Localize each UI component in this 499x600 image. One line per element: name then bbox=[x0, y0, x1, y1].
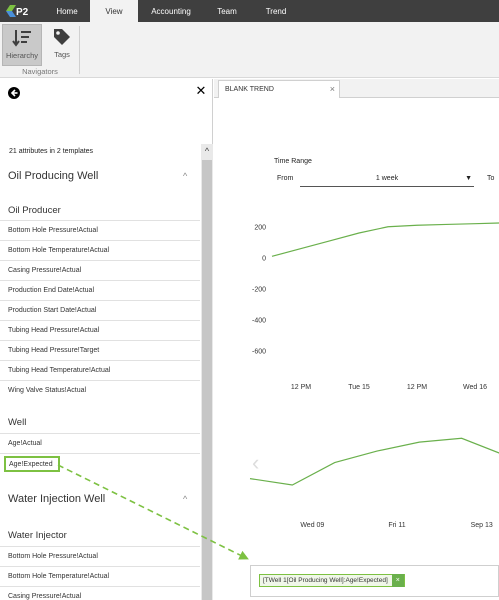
trend-pens-dropzone[interactable]: [TWell 1[Oil Producing Well]:Age!Expecte… bbox=[250, 565, 499, 597]
navigators-group-label: Navigators bbox=[22, 67, 58, 76]
top-menu-bar: P2 Home View Accounting Team Trend bbox=[0, 0, 499, 22]
menu-tab-accounting[interactable]: Accounting bbox=[151, 7, 191, 16]
list-item[interactable]: Tubing Head Pressure!Actual bbox=[0, 320, 200, 340]
tab-blank-trend[interactable]: BLANK TREND × bbox=[218, 80, 340, 98]
list-item[interactable]: Bottom Hole Temperature!Actual bbox=[0, 240, 200, 260]
series-line bbox=[249, 437, 499, 486]
tags-label: Tags bbox=[54, 50, 70, 59]
section-oil-producing-well[interactable]: Oil Producing Well bbox=[8, 170, 99, 182]
x-tick-label: 12 PM bbox=[407, 384, 427, 391]
list-item[interactable]: Production Start Date!Actual bbox=[0, 300, 200, 320]
subgroup-water-injector: Water Injector bbox=[8, 530, 67, 541]
to-label: To bbox=[487, 175, 495, 182]
from-label: From bbox=[277, 175, 294, 182]
time-range-label: Time Range bbox=[274, 158, 312, 165]
ribbon: Hierarchy Tags Navigators bbox=[0, 22, 499, 78]
back-arrow-icon[interactable] bbox=[8, 87, 20, 99]
dragged-list-item[interactable]: Age!Expected bbox=[4, 456, 60, 472]
time-range-dropdown[interactable]: 1 week ▼ bbox=[300, 172, 474, 187]
list-item[interactable]: Tubing Head Temperature!Actual bbox=[0, 360, 200, 380]
tags-button[interactable]: Tags bbox=[42, 24, 82, 66]
list-item[interactable]: Bottom Hole Temperature!Actual bbox=[0, 566, 200, 586]
tab-label: BLANK TREND bbox=[225, 86, 274, 93]
attribute-count: 21 attributes in 2 templates bbox=[9, 148, 94, 155]
x-tick-label: 12 PM bbox=[291, 384, 311, 391]
close-tab-icon[interactable]: × bbox=[329, 84, 335, 94]
logo-text: P2 bbox=[16, 7, 29, 18]
trend-chart-panel: Time Range From 1 week ▼ To 200 0 -200 -400… bbox=[214, 99, 499, 600]
y-tick-label: 0 bbox=[262, 255, 266, 262]
range-value: 1 week bbox=[375, 175, 399, 182]
ribbon-divider bbox=[79, 26, 80, 74]
list-item[interactable]: Casing Pressure!Actual bbox=[0, 260, 200, 280]
y-tick-label: 200 bbox=[254, 224, 266, 231]
close-icon[interactable]: ✕ bbox=[195, 83, 207, 98]
trend-chart-upper: 200 0 -200 -400 -600 12 PM Tue 15 12 PM Wed 16 bbox=[252, 222, 499, 391]
menu-tab-view[interactable]: View bbox=[90, 0, 138, 22]
list-item[interactable]: Production End Date!Actual bbox=[0, 280, 200, 300]
scrollbar-thumb[interactable] bbox=[202, 160, 212, 600]
x-tick-label: Wed 09 bbox=[300, 522, 324, 529]
hierarchy-sort-icon bbox=[12, 30, 31, 47]
trend-chart-lower: Wed 09 Fri 11 Sep 13 bbox=[249, 437, 499, 529]
menu-tab-home[interactable]: Home bbox=[56, 7, 78, 16]
caret-down-icon: ▼ bbox=[465, 175, 472, 182]
pen-chip-label: [TWell 1[Oil Producing Well]:Age!Expecte… bbox=[263, 577, 388, 584]
section-water-injection-well[interactable]: Water Injection Well bbox=[8, 493, 106, 505]
chevron-left-icon[interactable]: ‹ bbox=[252, 450, 260, 475]
list-item[interactable]: Bottom Hole Pressure!Actual bbox=[0, 546, 200, 566]
y-tick-label: -200 bbox=[252, 287, 266, 294]
document-tabstrip: BLANK TREND × bbox=[214, 79, 499, 98]
chevron-up-icon[interactable]: ^ bbox=[183, 171, 188, 181]
series-line bbox=[271, 222, 499, 257]
y-tick-label: -600 bbox=[252, 349, 266, 356]
remove-chip-icon[interactable]: × bbox=[391, 574, 404, 587]
hierarchy-button[interactable]: Hierarchy bbox=[2, 24, 42, 66]
list-item[interactable]: Wing Valve Status!Actual bbox=[0, 380, 200, 400]
p2-logo: P2 bbox=[4, 3, 34, 19]
list-item[interactable]: Tubing Head Pressure!Target bbox=[0, 340, 200, 360]
menu-tab-team[interactable]: Team bbox=[217, 7, 237, 16]
hierarchy-label: Hierarchy bbox=[5, 51, 39, 60]
subgroup-oil-producer: Oil Producer bbox=[8, 205, 61, 216]
tag-icon bbox=[54, 29, 70, 45]
scroll-up-icon[interactable]: ^ bbox=[204, 146, 210, 156]
subgroup-well: Well bbox=[8, 417, 27, 428]
x-tick-label: Sep 13 bbox=[471, 522, 493, 529]
x-tick-label: Fri 11 bbox=[388, 522, 405, 529]
list-item[interactable]: Age!Actual bbox=[0, 433, 200, 453]
menu-tab-trend[interactable]: Trend bbox=[265, 7, 287, 16]
x-tick-label: Tue 15 bbox=[348, 384, 370, 391]
pen-chip[interactable]: [TWell 1[Oil Producing Well]:Age!Expecte… bbox=[259, 574, 405, 587]
list-item-row bbox=[0, 453, 200, 473]
trend-workspace: BLANK TREND × Time Range From 1 week ▼ T… bbox=[214, 79, 499, 600]
attribute-browser-panel: ✕ 21 attributes in 2 templates Oil Produ… bbox=[0, 79, 213, 600]
vertical-scrollbar[interactable]: ^ bbox=[201, 144, 213, 600]
chevron-up-icon[interactable]: ^ bbox=[183, 494, 188, 504]
x-tick-label: Wed 16 bbox=[463, 384, 487, 391]
list-item[interactable]: Bottom Hole Pressure!Actual bbox=[0, 220, 200, 240]
y-tick-label: -400 bbox=[252, 318, 266, 325]
list-item[interactable]: Casing Pressure!Actual bbox=[0, 586, 200, 600]
